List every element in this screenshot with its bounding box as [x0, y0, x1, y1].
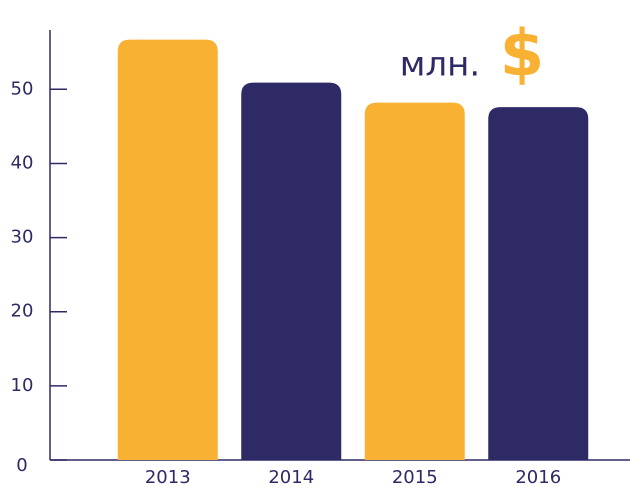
y-tick-label: 10 [11, 375, 34, 396]
bar [241, 82, 342, 460]
y-tick-label: 40 [11, 152, 34, 173]
y-tick-label: 20 [11, 301, 34, 322]
x-tick-label: 2013 [145, 467, 191, 488]
bar [488, 107, 589, 460]
unit-label: млн. [400, 45, 480, 85]
unit-symbol: $ [500, 18, 545, 92]
x-tick-label: 2015 [392, 467, 438, 488]
y-tick-label: 50 [11, 78, 34, 99]
x-tick-label: 2014 [268, 467, 314, 488]
y-tick-label: 30 [11, 227, 34, 248]
x-tick-label: 2016 [515, 467, 561, 488]
bar [117, 39, 218, 460]
y-tick-label: 0 [16, 455, 27, 476]
bar [364, 102, 465, 460]
